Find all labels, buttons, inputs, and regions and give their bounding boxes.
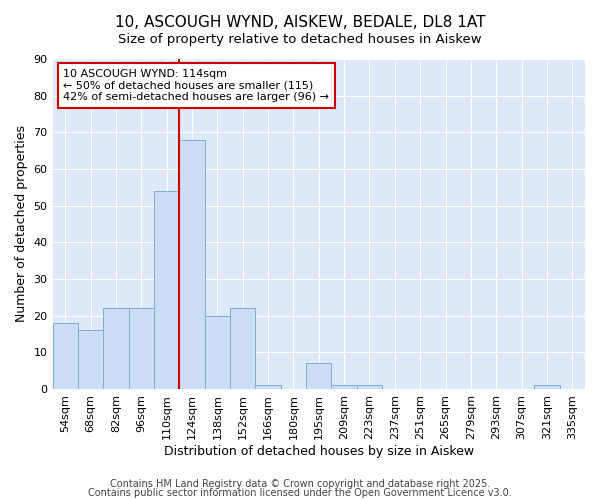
Bar <box>357 386 382 389</box>
Bar <box>179 140 205 389</box>
Text: 10 ASCOUGH WYND: 114sqm
← 50% of detached houses are smaller (115)
42% of semi-d: 10 ASCOUGH WYND: 114sqm ← 50% of detache… <box>63 69 329 102</box>
Text: Size of property relative to detached houses in Aiskew: Size of property relative to detached ho… <box>118 32 482 46</box>
Bar <box>78 330 103 389</box>
X-axis label: Distribution of detached houses by size in Aiskew: Distribution of detached houses by size … <box>164 444 474 458</box>
Bar <box>53 323 78 389</box>
Bar <box>306 364 331 389</box>
Text: Contains public sector information licensed under the Open Government Licence v3: Contains public sector information licen… <box>88 488 512 498</box>
Bar <box>534 386 560 389</box>
Bar <box>256 386 281 389</box>
Y-axis label: Number of detached properties: Number of detached properties <box>15 126 28 322</box>
Text: Contains HM Land Registry data © Crown copyright and database right 2025.: Contains HM Land Registry data © Crown c… <box>110 479 490 489</box>
Bar <box>331 386 357 389</box>
Bar <box>230 308 256 389</box>
Text: 10, ASCOUGH WYND, AISKEW, BEDALE, DL8 1AT: 10, ASCOUGH WYND, AISKEW, BEDALE, DL8 1A… <box>115 15 485 30</box>
Bar <box>128 308 154 389</box>
Bar <box>154 191 179 389</box>
Bar <box>205 316 230 389</box>
Bar <box>103 308 128 389</box>
